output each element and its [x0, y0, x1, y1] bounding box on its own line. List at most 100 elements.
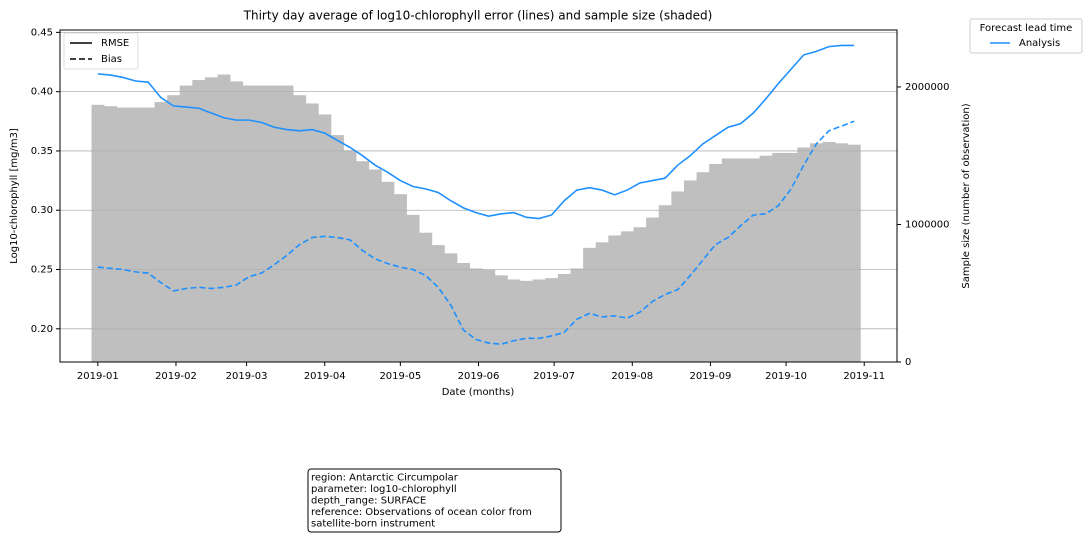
y2-axis-label: Sample size (number of observation): [961, 103, 972, 288]
x-tick-label: 2019-04: [304, 371, 346, 382]
x-tick-label: 2019-06: [458, 371, 500, 382]
lead-legend-title: Forecast lead time: [980, 23, 1073, 34]
y2-tick-label: 2000000: [905, 82, 950, 93]
lead-legend-box: [969, 18, 1083, 54]
sample-bar: [721, 158, 735, 362]
x-tick-label: 2019-10: [765, 371, 807, 382]
sample-bar: [141, 107, 155, 362]
sample-bar: [368, 169, 382, 362]
y-tick-label: 0.35: [31, 146, 53, 157]
sample-bar: [242, 85, 256, 362]
sample-bar: [116, 107, 130, 362]
x-tick-label: 2019-05: [379, 371, 421, 382]
chart-title: Thirty day average of log10-chlorophyll …: [243, 9, 713, 23]
sample-bar: [658, 205, 672, 362]
plot-frame: [59, 29, 898, 363]
x-tick-label: 2019-01: [77, 371, 119, 382]
x-tick-label: 2019-02: [155, 371, 197, 382]
sample-bar: [570, 268, 584, 362]
sample-bar: [154, 102, 168, 362]
sample-bar: [179, 85, 193, 362]
sample-bar: [683, 180, 697, 362]
x-tick-label: 2019-11: [843, 371, 885, 382]
x-tick-label: 2019-07: [533, 371, 575, 382]
sample-bar: [230, 81, 244, 363]
sample-bar: [469, 268, 483, 362]
y-tick-label: 0.45: [31, 27, 53, 38]
legend-label: Bias: [101, 54, 122, 65]
info-box: [307, 468, 562, 533]
sample-bar: [646, 217, 660, 362]
sample-bar: [494, 275, 508, 362]
sample-bar: [318, 114, 332, 362]
sample-bar: [784, 152, 798, 362]
sample-bar: [633, 227, 647, 362]
sample-bar: [406, 214, 420, 362]
info-line: satellite-born instrument: [311, 519, 435, 530]
sample-bar: [608, 235, 622, 362]
sample-bar: [810, 143, 823, 362]
sample-bar: [557, 273, 571, 362]
sample-bar: [734, 158, 748, 362]
sample-bar: [217, 74, 231, 363]
sample-bar: [532, 279, 546, 362]
sample-bar: [255, 85, 269, 362]
x-tick-label: 2019-03: [226, 371, 268, 382]
info-line: depth_range: SURFACE: [311, 496, 426, 507]
sample-bar: [835, 143, 849, 362]
sample-bar: [394, 194, 407, 362]
sample-bar: [204, 77, 218, 363]
sample-bar: [822, 141, 836, 362]
sample-bar: [129, 107, 143, 362]
sample-bar: [847, 144, 861, 362]
sample-bar: [444, 253, 458, 362]
y2-tick-label: 1000000: [905, 219, 950, 230]
y-axis-label: Log10-chlorophyll [mg/m3]: [9, 128, 20, 264]
sample-bar: [696, 172, 710, 362]
sample-bar: [671, 191, 685, 362]
sample-bar: [104, 106, 118, 362]
sample-bar: [482, 269, 496, 362]
sample-bar: [419, 232, 433, 362]
legend-label: RMSE: [101, 38, 129, 49]
sample-bar: [507, 279, 521, 362]
sample-bar: [280, 85, 294, 362]
sample-bar: [797, 147, 811, 362]
sample-bar: [583, 247, 597, 362]
sample-bar: [709, 163, 723, 362]
x-axis-label: Date (months): [442, 387, 515, 398]
sample-bar: [545, 278, 559, 362]
series-line: [97, 44, 855, 220]
info-line: region: Antarctic Circumpolar: [311, 473, 459, 484]
series-line: [97, 120, 855, 346]
sample-bar: [759, 155, 773, 362]
sample-bar: [431, 245, 445, 362]
y2-tick-label: 0: [905, 357, 911, 368]
lead-legend-label: Analysis: [1019, 38, 1060, 49]
legend-box: [63, 32, 139, 70]
sample-bar: [772, 152, 786, 362]
sample-bar: [91, 104, 105, 363]
sample-bar: [381, 181, 395, 362]
sample-bar: [293, 95, 307, 362]
sample-bar: [192, 80, 206, 362]
sample-bar: [746, 158, 760, 362]
sample-bar: [343, 150, 357, 362]
sample-bar: [267, 85, 281, 362]
y-tick-label: 0.20: [31, 324, 53, 335]
info-line: parameter: log10-chlorophyll: [311, 484, 457, 495]
y-tick-label: 0.30: [31, 205, 53, 216]
x-tick-label: 2019-08: [611, 371, 653, 382]
sample-bar: [520, 280, 534, 362]
y-tick-label: 0.40: [31, 87, 53, 98]
sample-bar: [331, 135, 344, 362]
sample-bar: [167, 95, 181, 362]
sample-bar: [356, 161, 370, 362]
sample-bar: [457, 262, 470, 362]
y-tick-label: 0.25: [31, 265, 53, 276]
sample-bar: [595, 242, 609, 362]
sample-bar: [620, 231, 634, 362]
x-tick-label: 2019-09: [690, 371, 732, 382]
info-line: reference: Observations of ocean color f…: [311, 507, 532, 518]
